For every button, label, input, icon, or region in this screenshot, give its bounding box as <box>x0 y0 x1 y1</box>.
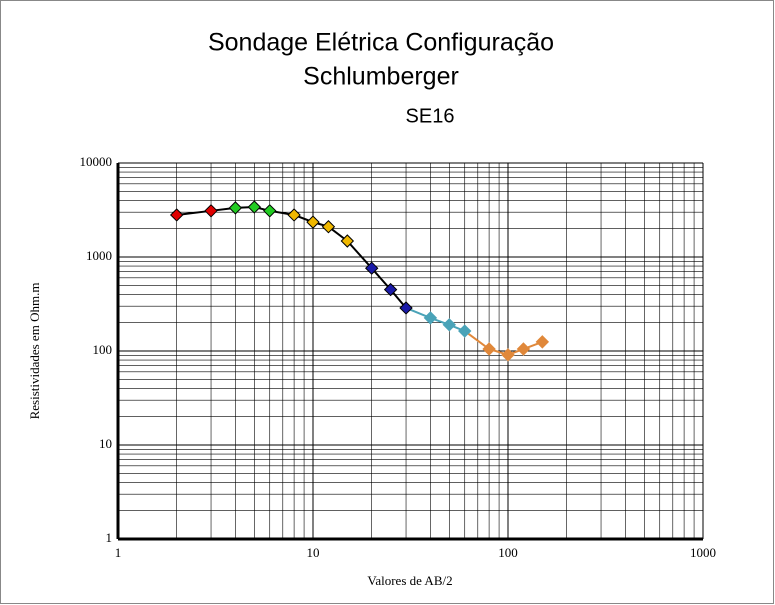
marker <box>535 335 550 349</box>
y-tick-label: 1000 <box>86 248 112 263</box>
marker <box>263 204 277 218</box>
y-tick-label: 10000 <box>80 154 113 169</box>
marker <box>228 201 243 215</box>
marker <box>306 215 320 229</box>
marker <box>383 282 398 297</box>
marker <box>442 318 457 332</box>
marker <box>169 208 184 222</box>
x-tick-label: 1000 <box>690 545 716 560</box>
y-axis-label: Resistividades em Ohm.m <box>27 283 42 420</box>
marker <box>364 261 379 275</box>
x-tick-label: 100 <box>498 545 518 560</box>
chart-title: Sondage Elétrica Configuração <box>208 29 554 57</box>
series-line <box>488 340 543 356</box>
y-tick-label: 1 <box>106 530 113 545</box>
marker <box>340 234 355 248</box>
marker <box>482 342 496 356</box>
chart-subtitle: Schlumberger <box>303 63 459 91</box>
marker <box>321 220 336 234</box>
marker <box>287 208 301 222</box>
connector <box>464 330 490 350</box>
marker <box>247 200 262 214</box>
x-tick-label: 10 <box>307 545 320 560</box>
marker <box>458 324 472 338</box>
x-axis-label: Valores de AB/2 <box>367 573 452 588</box>
x-tick-label: 1 <box>115 545 122 560</box>
marker <box>501 348 515 362</box>
marker <box>399 301 413 315</box>
marker <box>516 342 531 356</box>
marker <box>423 311 438 325</box>
annotation: SE16 <box>406 105 455 127</box>
marker <box>204 204 218 218</box>
connector <box>346 240 373 269</box>
y-tick-label: 100 <box>93 342 113 357</box>
series-line <box>293 214 348 242</box>
y-tick-label: 10 <box>99 436 112 451</box>
